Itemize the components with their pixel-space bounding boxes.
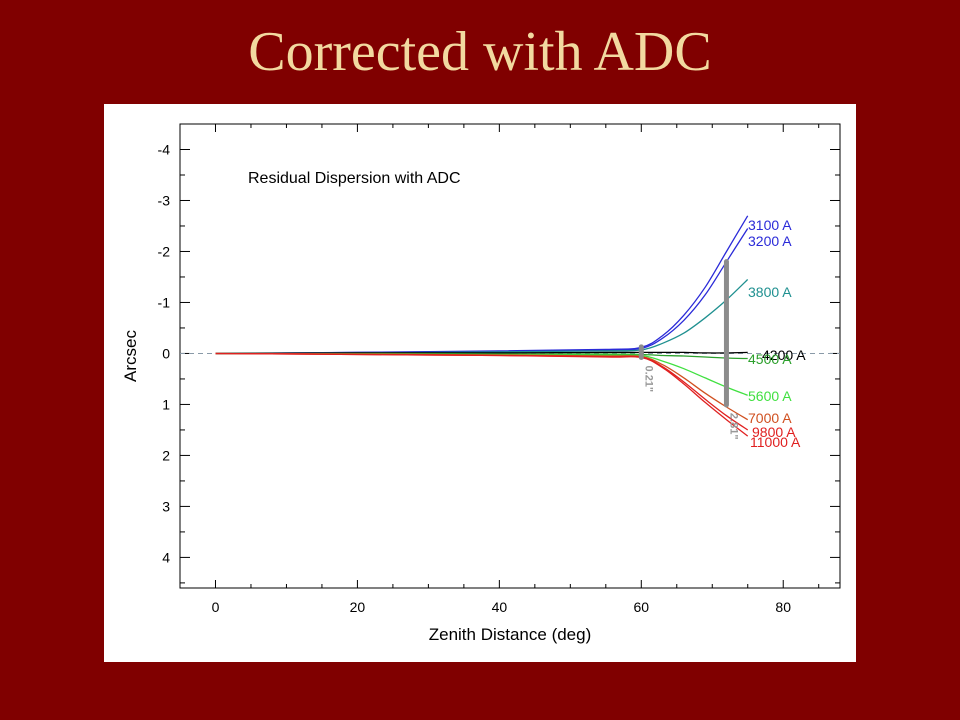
x-tick-label: 40	[492, 599, 508, 615]
series-label-5: 5600 A	[748, 388, 792, 404]
series-line-1	[215, 228, 749, 355]
y-tick-label: 3	[162, 498, 170, 514]
series-label-7: 9800 A	[752, 424, 796, 440]
series-label-3: 4200 A	[762, 347, 806, 363]
y-tick-label: -3	[158, 192, 171, 208]
y-tick-label: -1	[158, 294, 171, 310]
x-tick-label: 80	[775, 599, 791, 615]
series-line-8	[215, 352, 749, 437]
slide-title: Corrected with ADC	[248, 21, 712, 83]
y-tick-label: -4	[158, 141, 171, 157]
series-label-4: 4500 A	[748, 351, 792, 367]
plot-frame	[179, 123, 841, 589]
x-tick-label: 0	[212, 599, 220, 615]
series-line-7	[215, 352, 749, 431]
series-label-8: 11000 A	[750, 434, 801, 450]
dispersion-bar-label-1: 2.81"	[727, 413, 739, 440]
x-axis-title: Zenith Distance (deg)	[429, 625, 592, 644]
y-tick-label: 4	[162, 549, 170, 565]
dispersion-bar-label-0: 0.21"	[642, 366, 654, 393]
x-tick-label: 60	[634, 599, 650, 615]
y-tick-label: 2	[162, 447, 170, 463]
series-label-0: 3100 A	[748, 217, 792, 233]
y-axis-title: Arcsec	[121, 330, 140, 382]
y-tick-label: 1	[162, 396, 170, 412]
series-line-5	[215, 352, 748, 396]
residual-dispersion-chart: 0 20 40 60 80 -4 -3 -2 -1 0 1 2 3 4 0.21" 2.81" 3100 A…	[121, 123, 841, 644]
series-label-2: 3800 A	[748, 284, 792, 300]
series-line-0	[215, 215, 749, 355]
chart-panel: 0 20 40 60 80 -4 -3 -2 -1 0 1 2 3 4 0.21" 2.81" 3100 A…	[104, 104, 856, 662]
x-tick-label: 20	[350, 599, 366, 615]
series-label-6: 7000 A	[748, 410, 792, 426]
y-tick-label: -2	[158, 243, 171, 259]
y-tick-label: 0	[162, 345, 170, 361]
series-label-1: 3200 A	[748, 233, 792, 249]
plot-title: Residual Dispersion with ADC	[248, 170, 461, 187]
series-line-2	[215, 279, 749, 355]
